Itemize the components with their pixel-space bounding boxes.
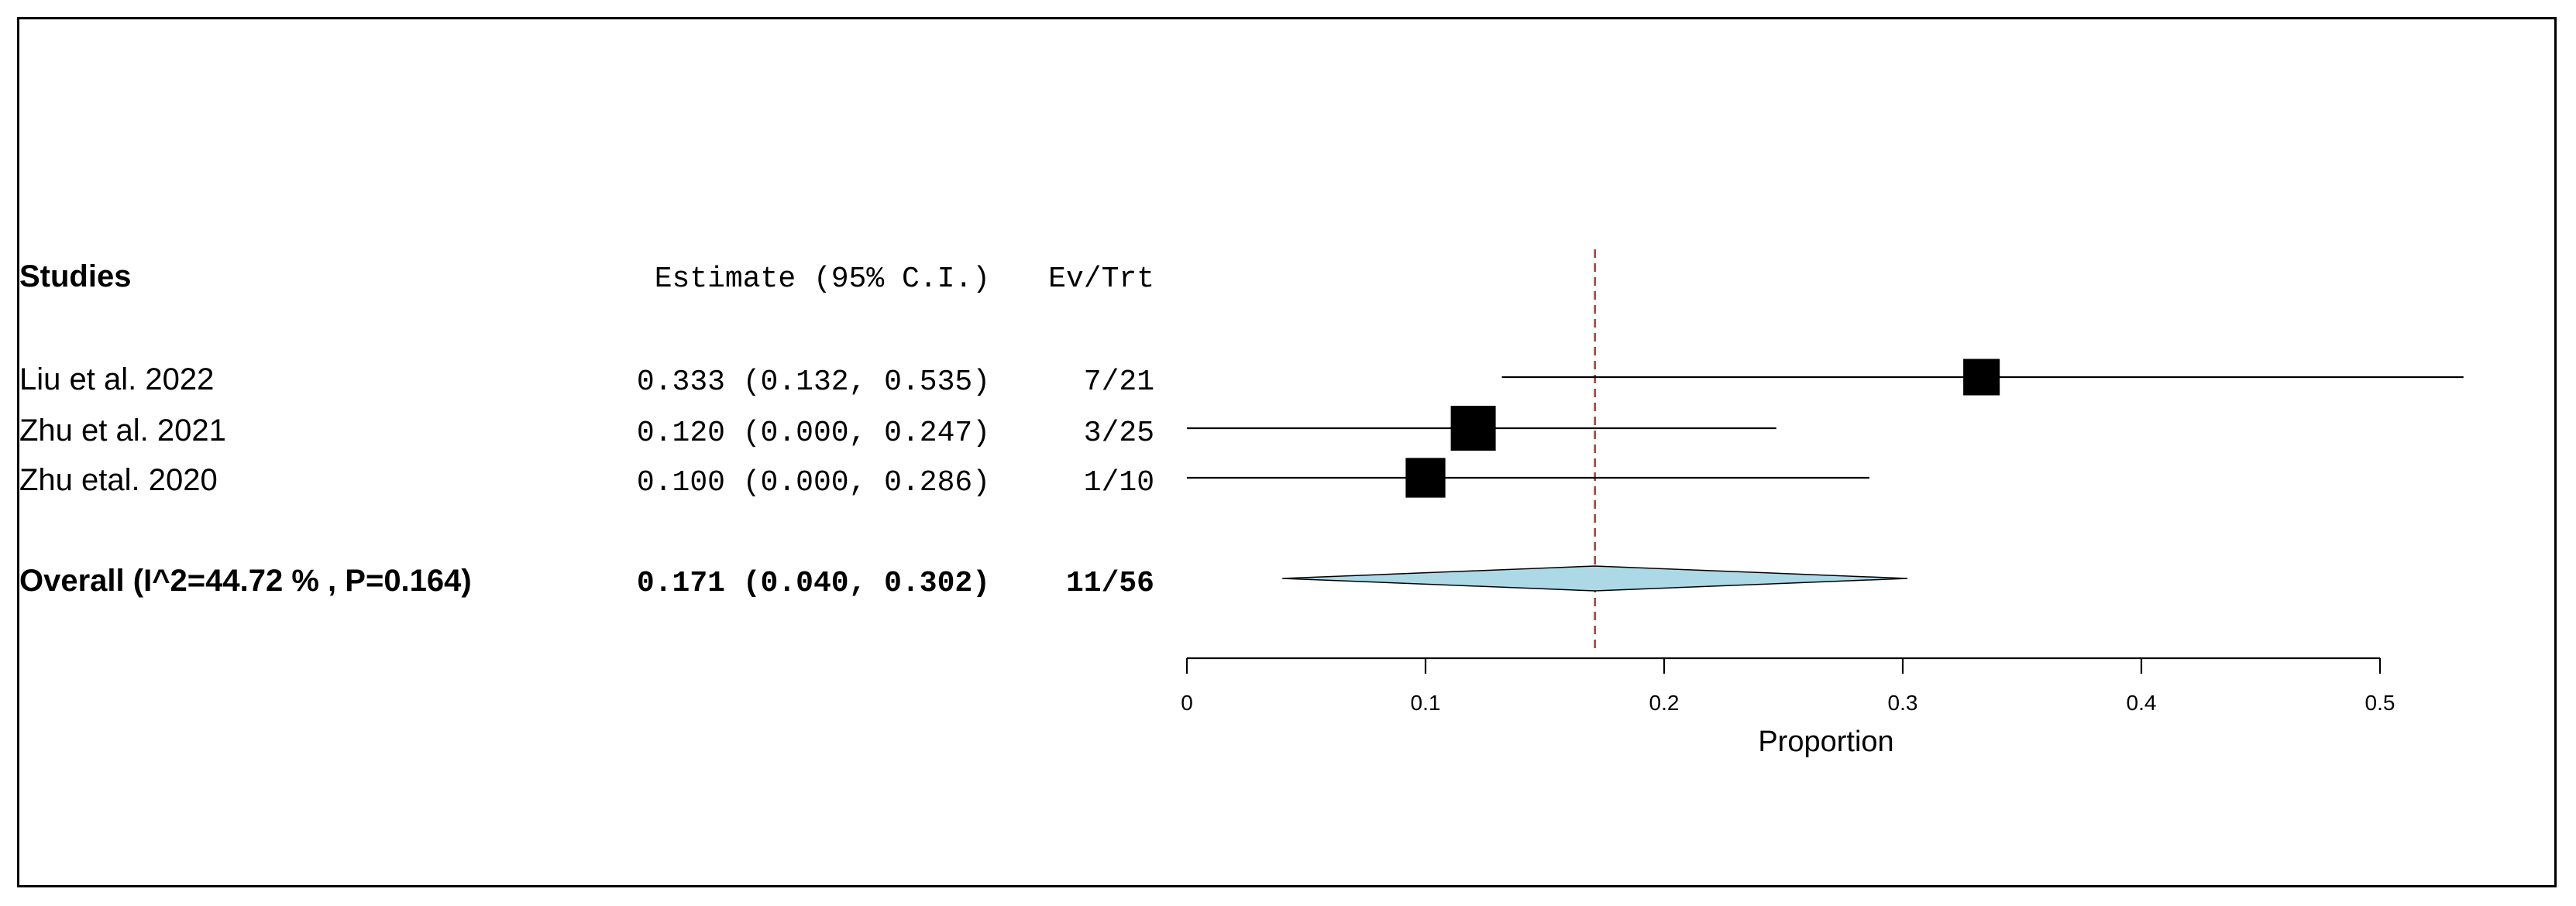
x-axis-title: Proportion bbox=[1758, 726, 1893, 758]
study-name: Zhu et al. 2021 bbox=[19, 414, 226, 448]
study-name: Liu et al. 2022 bbox=[19, 362, 214, 396]
header-estimate: Estimate (95% C.I.) bbox=[655, 263, 990, 296]
study-events-text: 3/25 bbox=[1084, 417, 1154, 450]
x-tick-label: 0.3 bbox=[1888, 691, 1918, 715]
overall-name: Overall (I^2=44.72 % , P=0.164) bbox=[19, 564, 472, 598]
study-estimate-text: 0.120 (0.000, 0.247) bbox=[637, 417, 990, 450]
study-marker bbox=[1450, 406, 1496, 451]
header-events: Ev/Trt bbox=[1048, 263, 1154, 296]
overall-estimate-text: 0.171 (0.040, 0.302) bbox=[637, 567, 990, 600]
study-marker bbox=[1963, 359, 2000, 396]
overall-events-text: 11/56 bbox=[1066, 567, 1154, 600]
x-tick-label: 0 bbox=[1181, 691, 1193, 715]
study-events-text: 1/10 bbox=[1084, 466, 1154, 499]
study-estimate-text: 0.333 (0.132, 0.535) bbox=[637, 365, 990, 399]
x-tick-label: 0.2 bbox=[1649, 691, 1680, 715]
marks-layer bbox=[1187, 359, 2464, 592]
study-estimate-text: 0.100 (0.000, 0.286) bbox=[637, 466, 990, 499]
study-marker bbox=[1405, 458, 1446, 498]
study-name: Zhu etal. 2020 bbox=[19, 463, 218, 497]
overall-diamond bbox=[1282, 565, 1908, 592]
x-tick-label: 0.1 bbox=[1411, 691, 1441, 715]
x-axis: 0 0.1 0.2 0.3 0.4 0.5 bbox=[1181, 657, 2395, 715]
header-studies: Studies bbox=[19, 259, 131, 293]
x-tick-label: 0.4 bbox=[2127, 691, 2157, 715]
plot-frame bbox=[17, 17, 2557, 887]
x-tick-label: 0.5 bbox=[2365, 691, 2395, 715]
study-events-text: 7/21 bbox=[1084, 365, 1154, 399]
